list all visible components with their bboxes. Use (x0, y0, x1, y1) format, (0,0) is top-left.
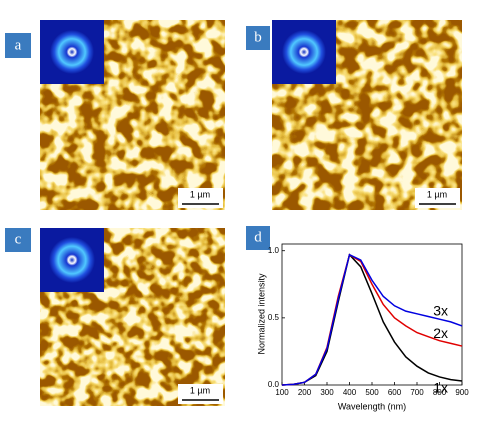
panel-label: c (15, 231, 22, 247)
panel-label-box (246, 226, 270, 250)
x-tick-label: 600 (388, 388, 402, 397)
fft-ring (50, 30, 94, 74)
y-tick-label: 0.0 (268, 380, 280, 389)
panel-label-box (5, 228, 31, 252)
x-tick-label: 800 (433, 388, 447, 397)
x-tick-label: 400 (343, 388, 357, 397)
scale-bar-box (178, 188, 223, 208)
x-tick-label: 900 (455, 388, 469, 397)
panel-label: b (254, 29, 262, 45)
panel-label: a (15, 37, 22, 53)
scale-bar-text: 1 µm (190, 385, 210, 395)
series-label: 1x (433, 380, 448, 396)
x-axis-title: Wavelength (nm) (338, 401, 406, 411)
panel-label-box (246, 26, 270, 50)
series-line (281, 253, 463, 386)
x-tick-label: 300 (320, 388, 334, 397)
y-tick-label: 0.5 (268, 313, 280, 322)
scale-bar-box (415, 188, 460, 208)
x-tick-label: 500 (365, 388, 379, 397)
fft-ring (282, 30, 326, 74)
scale-bar-text: 1 µm (190, 189, 210, 199)
series-label: 3x (433, 303, 448, 319)
y-axis-title: Normalized intensity (256, 273, 266, 355)
fft-ring (49, 237, 95, 283)
panel-label: d (254, 229, 262, 245)
series-line (281, 253, 463, 386)
series-line (281, 253, 463, 386)
series-label: 2x (433, 325, 448, 341)
panel-label-box (5, 33, 31, 58)
scale-bar-box (178, 384, 223, 404)
x-tick-label: 200 (298, 388, 312, 397)
x-tick-label: 100 (275, 388, 289, 397)
y-tick-label: 1.0 (268, 246, 280, 255)
x-tick-label: 700 (410, 388, 424, 397)
scale-bar-text: 1 µm (427, 189, 447, 199)
